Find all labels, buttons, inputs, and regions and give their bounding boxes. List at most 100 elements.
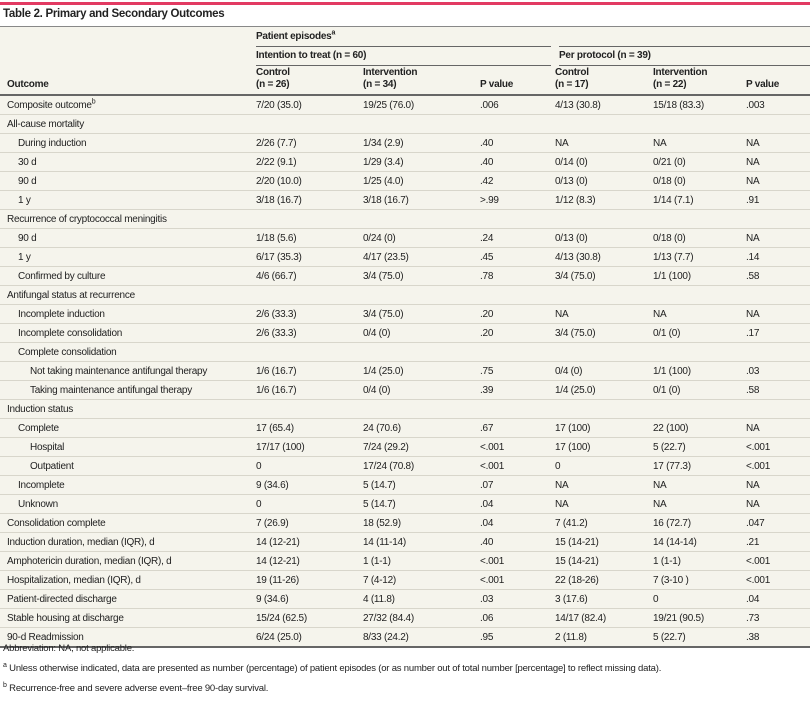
pp-intervention-cell: 5 (22.7)	[653, 437, 746, 457]
row-label: Induction status	[0, 399, 256, 419]
itt-p-value-cell: .40	[480, 152, 555, 172]
outcome-header: Outcome	[0, 65, 256, 96]
row-label: 90-d Readmission	[0, 627, 256, 646]
itt-intervention-cell: 5 (14.7)	[363, 475, 480, 495]
footnote-b: b Recurrence-free and severe adverse eve…	[3, 681, 269, 694]
table-row: 30 d 2/22 (9.1) 1/29 (3.4) .40 0/14 (0) 0/21 …	[0, 152, 810, 172]
pp-intervention-cell: 1/13 (7.7)	[653, 247, 746, 267]
pp-control-cell: 0/13 (0)	[555, 171, 653, 191]
pp-intervention-cell: NA	[653, 475, 746, 495]
per-protocol-header: Per protocol (n = 39)	[555, 46, 810, 66]
itt-control-cell	[256, 209, 363, 229]
table-row: Incomplete 9 (34.6) 5 (14.7) .07 NA NA NA	[0, 475, 810, 495]
itt-intervention-cell: 4 (11.8)	[363, 589, 480, 609]
table-row: During induction 2/26 (7.7) 1/34 (2.9) .40 N…	[0, 133, 810, 153]
pp-p-value-cell	[746, 285, 810, 305]
itt-intervention-cell	[363, 209, 480, 229]
outcomes-table-container: Patient episodesa Intention to treat (n …	[0, 26, 810, 648]
itt-intervention-cell: 5 (14.7)	[363, 494, 480, 514]
row-label: 90 d	[0, 228, 256, 248]
itt-p-value-header: P value	[480, 65, 555, 96]
row-label: 1 y	[0, 247, 256, 267]
pp-p-value-cell: <.001	[746, 456, 810, 476]
pp-control-cell: 1/12 (8.3)	[555, 190, 653, 210]
itt-intervention-cell	[363, 114, 480, 134]
row-label: Confirmed by culture	[0, 266, 256, 286]
itt-control-cell	[256, 114, 363, 134]
pp-intervention-header: Intervention (n = 22)	[653, 65, 746, 96]
table-row: Confirmed by culture 4/6 (66.7) 3/4 (75.0)…	[0, 266, 810, 286]
pp-control-cell	[555, 399, 653, 419]
pp-intervention-cell: 17 (77.3)	[653, 456, 746, 476]
itt-intervention-cell: 17/24 (70.8)	[363, 456, 480, 476]
accent-rule	[0, 2, 810, 5]
pp-p-value-cell: .14	[746, 247, 810, 267]
itt-intervention-cell: 0/4 (0)	[363, 380, 480, 400]
table-row: Incomplete consolidation 2/6 (33.3) 0/4 (0…	[0, 323, 810, 343]
itt-intervention-cell: 8/33 (24.2)	[363, 627, 480, 646]
pp-intervention-cell: 1/1 (100)	[653, 266, 746, 286]
row-label: Induction duration, median (IQR), d	[0, 532, 256, 552]
abbreviation-note: Abbreviation: NA, not applicable.	[3, 643, 135, 654]
itt-control-cell: 9 (34.6)	[256, 475, 363, 495]
itt-header: Intention to treat (n = 60)	[256, 46, 559, 66]
row-label: All-cause mortality	[0, 114, 256, 134]
pp-p-value-cell: .21	[746, 532, 810, 552]
itt-intervention-cell: 1 (1-1)	[363, 551, 480, 571]
pp-control-cell: 17 (100)	[555, 418, 653, 438]
itt-intervention-cell: 24 (70.6)	[363, 418, 480, 438]
itt-intervention-cell	[363, 285, 480, 305]
pp-intervention-cell: NA	[653, 304, 746, 324]
row-label: Antifungal status at recurrence	[0, 285, 256, 305]
row-label: 1 y	[0, 190, 256, 210]
itt-p-value-cell: .24	[480, 228, 555, 248]
pp-control-cell: 22 (18-26)	[555, 570, 653, 590]
pp-control-cell: 15 (14-21)	[555, 551, 653, 571]
pp-intervention-cell: 15/18 (83.3)	[653, 94, 746, 115]
pp-control-cell: NA	[555, 133, 653, 153]
itt-intervention-cell: 19/25 (76.0)	[363, 94, 480, 115]
itt-p-value-cell: .40	[480, 133, 555, 153]
table-row: Taking maintenance antifungal therapy 1/6…	[0, 380, 810, 400]
table-row: Unknown 0 5 (14.7) .04 NA NA NA	[0, 494, 810, 514]
pp-control-cell: 4/13 (30.8)	[555, 94, 653, 115]
patient-episodes-header: Patient episodesa	[256, 27, 810, 47]
itt-control-cell: 6/17 (35.3)	[256, 247, 363, 267]
pp-control-cell: 3/4 (75.0)	[555, 323, 653, 343]
table-row: Stable housing at discharge 15/24 (62.5) 2…	[0, 608, 810, 628]
table-row: Induction duration, median (IQR), d 14 (1…	[0, 532, 810, 552]
pp-p-value-cell: .003	[746, 94, 810, 115]
pp-p-value-cell: .03	[746, 361, 810, 381]
itt-intervention-cell: 7 (4-12)	[363, 570, 480, 590]
row-label: Composite outcomeb	[0, 94, 256, 115]
pp-control-cell: NA	[555, 494, 653, 514]
pp-p-value-cell: .91	[746, 190, 810, 210]
pp-intervention-cell: 19/21 (90.5)	[653, 608, 746, 628]
itt-intervention-cell: 3/4 (75.0)	[363, 266, 480, 286]
itt-intervention-cell: 3/18 (16.7)	[363, 190, 480, 210]
itt-p-value-cell: .39	[480, 380, 555, 400]
itt-p-value-cell: .04	[480, 513, 555, 533]
row-label: Not taking maintenance antifungal therap…	[0, 361, 256, 381]
pp-intervention-cell: 5 (22.7)	[653, 627, 746, 646]
row-label: Incomplete consolidation	[0, 323, 256, 343]
pp-intervention-cell: 16 (72.7)	[653, 513, 746, 533]
table-row: Patient-directed discharge 9 (34.6) 4 (11.…	[0, 589, 810, 609]
table-row: 1 y 3/18 (16.7) 3/18 (16.7) >.99 1/12 (8.3) 1…	[0, 190, 810, 210]
table-row: Amphotericin duration, median (IQR), d 14…	[0, 551, 810, 571]
table-row: Composite outcomeb 7/20 (35.0) 19/25 (76.0…	[0, 94, 810, 115]
itt-control-cell: 1/6 (16.7)	[256, 380, 363, 400]
itt-p-value-cell	[480, 209, 555, 229]
itt-p-value-cell: <.001	[480, 456, 555, 476]
pp-intervention-cell: 0/1 (0)	[653, 380, 746, 400]
row-label: Stable housing at discharge	[0, 608, 256, 628]
row-label: Taking maintenance antifungal therapy	[0, 380, 256, 400]
table-row: 90 d 2/20 (10.0) 1/25 (4.0) .42 0/13 (0) 0/18…	[0, 171, 810, 191]
itt-p-value-cell: .78	[480, 266, 555, 286]
table-row: Hospitalization, median (IQR), d 19 (11-2…	[0, 570, 810, 590]
row-label: Recurrence of cryptococcal meningitis	[0, 209, 256, 229]
pp-control-cell: 1/4 (25.0)	[555, 380, 653, 400]
pp-p-value-cell: .38	[746, 627, 810, 646]
itt-intervention-cell: 3/4 (75.0)	[363, 304, 480, 324]
itt-intervention-cell: 1/25 (4.0)	[363, 171, 480, 191]
